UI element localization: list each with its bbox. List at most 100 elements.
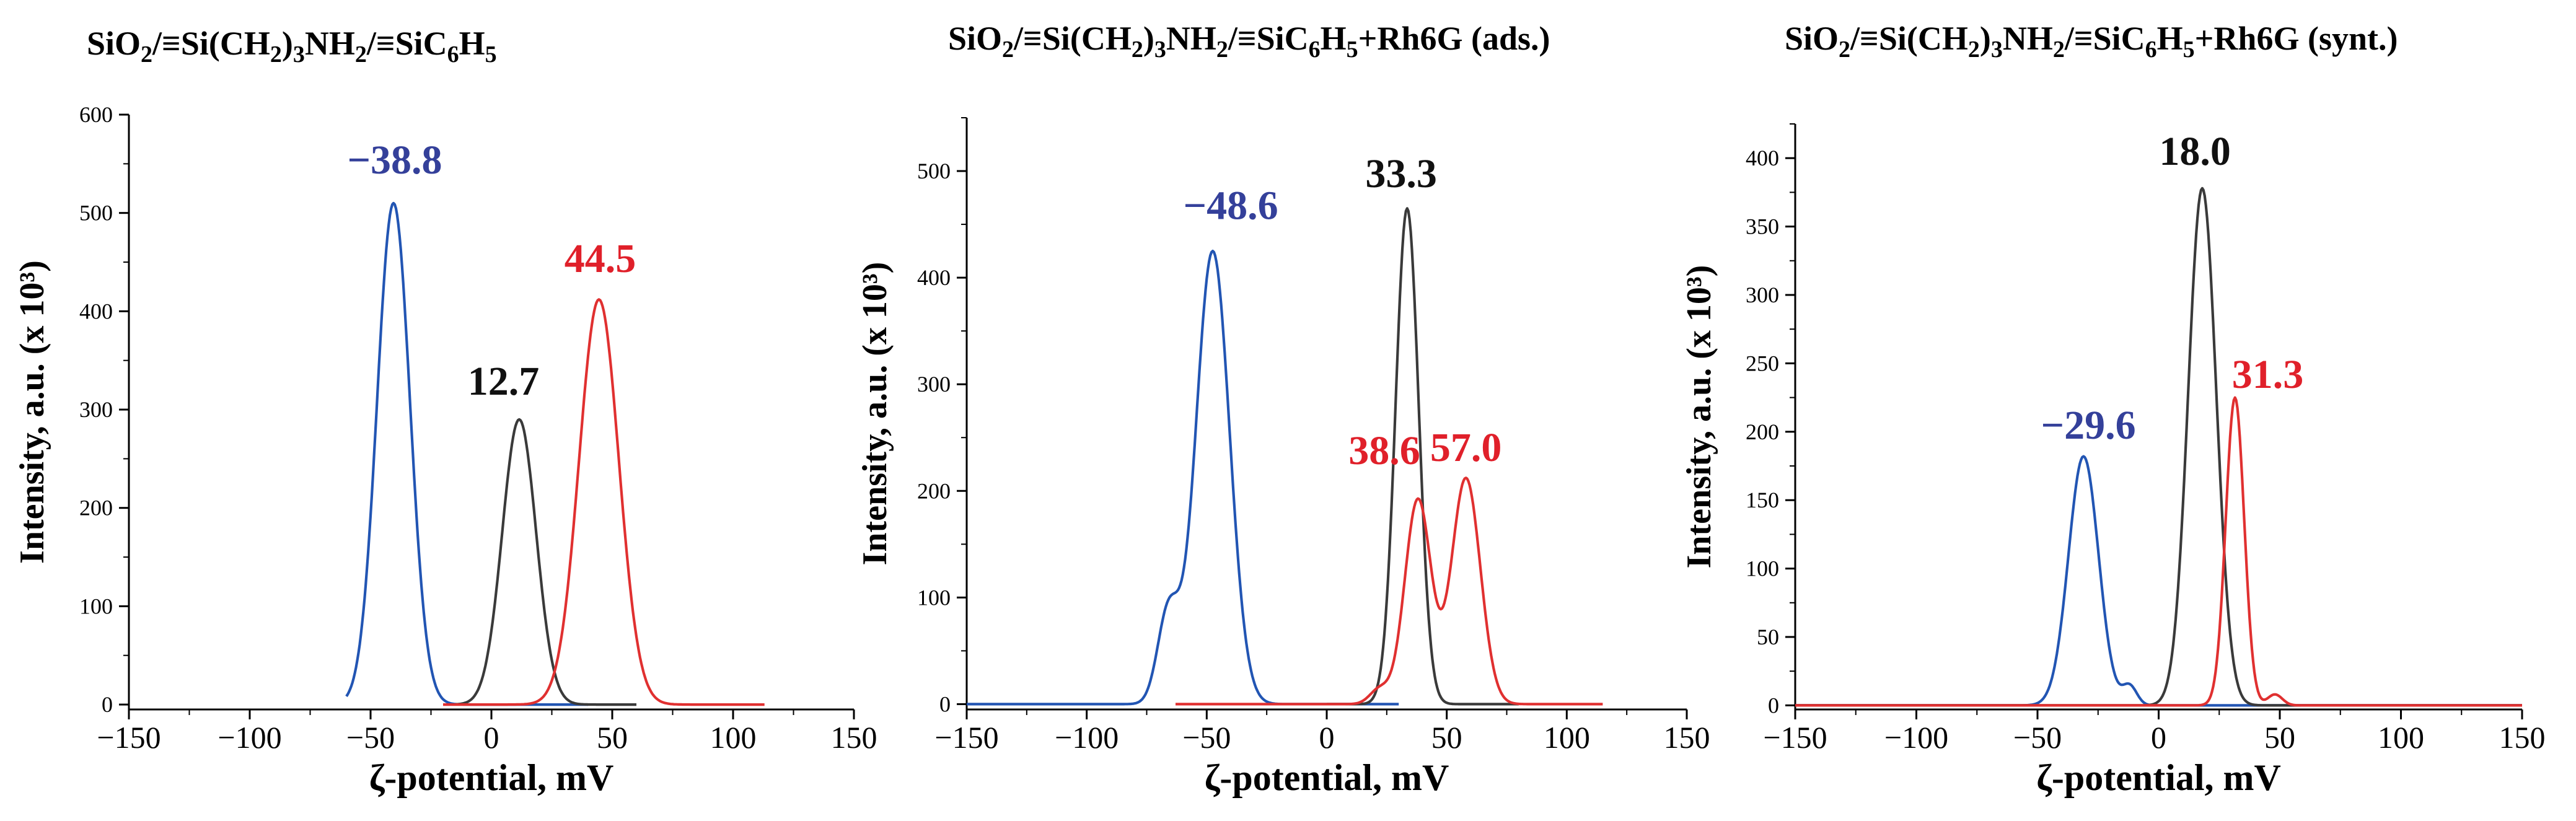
title-part: 5 bbox=[485, 42, 497, 68]
title-part: 2 bbox=[1216, 37, 1228, 63]
y-tick-label: 400 bbox=[79, 299, 113, 323]
title-part: ) bbox=[1980, 20, 1991, 57]
peak-label: 18.0 bbox=[2159, 129, 2231, 174]
title-part: +Rh6G (synt.) bbox=[2195, 20, 2398, 57]
y-tick-label: 500 bbox=[79, 201, 113, 226]
x-tick-label: −100 bbox=[218, 720, 281, 755]
x-tick-label: 100 bbox=[1544, 720, 1590, 755]
title-part: NH bbox=[305, 25, 355, 62]
x-axis-label: ζ-potential, mV bbox=[1205, 757, 1449, 798]
title-part: SiO bbox=[1785, 20, 1839, 57]
title-part: 2 bbox=[1839, 37, 1850, 63]
y-tick-label: 200 bbox=[79, 496, 113, 520]
title-part: 6 bbox=[1309, 37, 1321, 63]
chart-title: SiO2/≡Si(CH2)3NH2/≡SiC6H5+Rh6G (ads.) bbox=[948, 20, 1550, 63]
series-line-blue bbox=[345, 201, 589, 706]
x-tick-label: 150 bbox=[831, 720, 877, 755]
title-part: 2 bbox=[1002, 37, 1014, 63]
title-part: 2 bbox=[1132, 37, 1143, 63]
x-tick-label: −100 bbox=[1055, 720, 1119, 755]
series-line-black bbox=[1795, 187, 2523, 707]
peak-label: 12.7 bbox=[468, 359, 540, 404]
y-tick-label: 300 bbox=[79, 397, 113, 422]
series-line-red bbox=[1795, 396, 2523, 707]
x-tick-label: 50 bbox=[597, 720, 628, 755]
x-tick-label: −150 bbox=[97, 720, 160, 755]
x-tick-label: 100 bbox=[2378, 720, 2424, 755]
y-tick-label: 100 bbox=[79, 594, 113, 618]
title-part: 3 bbox=[293, 42, 305, 68]
peak-label: 38.6 bbox=[1348, 428, 1420, 473]
title-part: 2 bbox=[1968, 37, 1980, 63]
y-axis-label: Intensity, a.u. (x 10³) bbox=[13, 260, 51, 564]
chart-title: SiO2/≡Si(CH2)3NH2/≡SiC6H5 bbox=[87, 25, 497, 68]
y-tick-label: 600 bbox=[79, 102, 113, 127]
peak-label: 57.0 bbox=[1430, 425, 1502, 470]
title-part: /≡Si(CH bbox=[1850, 20, 1968, 57]
title-part: ) bbox=[282, 25, 293, 62]
y-tick-label: 150 bbox=[1746, 488, 1779, 512]
peak-label: 33.3 bbox=[1365, 151, 1437, 196]
x-tick-label: −150 bbox=[934, 720, 998, 755]
y-tick-label: 350 bbox=[1746, 214, 1779, 239]
y-tick-label: 0 bbox=[1768, 693, 1779, 718]
title-part: 3 bbox=[1154, 37, 1166, 63]
title-part: H bbox=[1321, 20, 1347, 57]
title-part: NH bbox=[1166, 20, 1216, 57]
title-part: ) bbox=[1143, 20, 1154, 57]
x-tick-label: 100 bbox=[710, 720, 757, 755]
title-part: H bbox=[2157, 20, 2183, 57]
y-tick-label: 400 bbox=[917, 265, 951, 290]
title-part: 2 bbox=[355, 42, 367, 68]
peak-label: −29.6 bbox=[2041, 403, 2136, 448]
y-tick-label: 300 bbox=[917, 372, 951, 397]
series-line-red bbox=[1175, 476, 1603, 706]
title-part: 6 bbox=[2145, 37, 2157, 63]
title-part: 2 bbox=[270, 42, 282, 68]
title-part: +Rh6G (ads.) bbox=[1358, 20, 1550, 57]
y-tick-label: 0 bbox=[102, 692, 113, 717]
title-part: /≡Si(CH bbox=[1013, 20, 1132, 57]
peak-label: 44.5 bbox=[565, 236, 636, 281]
chart-panel-2: SiO2/≡Si(CH2)3NH2/≡SiC6H5+Rh6G (ads.)−15… bbox=[856, 20, 1710, 798]
series-line-blue bbox=[966, 250, 1399, 706]
title-part: 5 bbox=[2183, 37, 2195, 63]
x-tick-label: 150 bbox=[1664, 720, 1710, 755]
title-part: 2 bbox=[2053, 37, 2065, 63]
chart-panel-3: SiO2/≡Si(CH2)3NH2/≡SiC6H5+Rh6G (synt.)−1… bbox=[1680, 20, 2546, 798]
chart-panel-1: SiO2/≡Si(CH2)3NH2/≡SiC6H5−150 −100 −50 0 50 1… bbox=[13, 25, 877, 798]
title-part: /≡SiC bbox=[2064, 20, 2145, 57]
title-part: 5 bbox=[1347, 37, 1358, 63]
x-axis-label: ζ-potential, mV bbox=[2036, 757, 2281, 798]
title-part: SiO bbox=[948, 20, 1002, 57]
x-tick-label: −50 bbox=[2013, 720, 2062, 755]
y-tick-label: 300 bbox=[1746, 283, 1779, 307]
y-axis-label: Intensity, a.u. (x 10³) bbox=[1680, 265, 1718, 569]
y-tick-label: 100 bbox=[917, 585, 951, 610]
x-tick-label: 0 bbox=[2151, 720, 2166, 755]
peak-label: 31.3 bbox=[2232, 352, 2304, 397]
title-part: /≡SiC bbox=[366, 25, 447, 62]
y-tick-label: 100 bbox=[1746, 556, 1779, 581]
series-line-black bbox=[455, 418, 637, 706]
title-part: H bbox=[459, 25, 485, 62]
x-tick-label: −150 bbox=[1763, 720, 1827, 755]
title-part: NH bbox=[2003, 20, 2053, 57]
x-tick-label: −100 bbox=[1884, 720, 1948, 755]
y-tick-label: 400 bbox=[1746, 146, 1779, 170]
series-line-blue bbox=[1795, 455, 2523, 707]
x-tick-label: 50 bbox=[1431, 720, 1462, 755]
title-part: SiO bbox=[87, 25, 141, 62]
title-part: 2 bbox=[141, 42, 152, 68]
x-tick-label: 50 bbox=[2264, 720, 2295, 755]
peak-label: −38.8 bbox=[347, 138, 442, 183]
y-tick-label: 50 bbox=[1757, 625, 1779, 649]
series-line-red bbox=[442, 298, 765, 706]
y-tick-label: 200 bbox=[1746, 419, 1779, 444]
y-tick-label: 500 bbox=[917, 159, 951, 183]
x-tick-label: −50 bbox=[1182, 720, 1231, 755]
y-axis-label: Intensity, a.u. (x 10³) bbox=[856, 262, 894, 566]
x-tick-label: 0 bbox=[484, 720, 499, 755]
y-tick-label: 0 bbox=[939, 691, 951, 716]
